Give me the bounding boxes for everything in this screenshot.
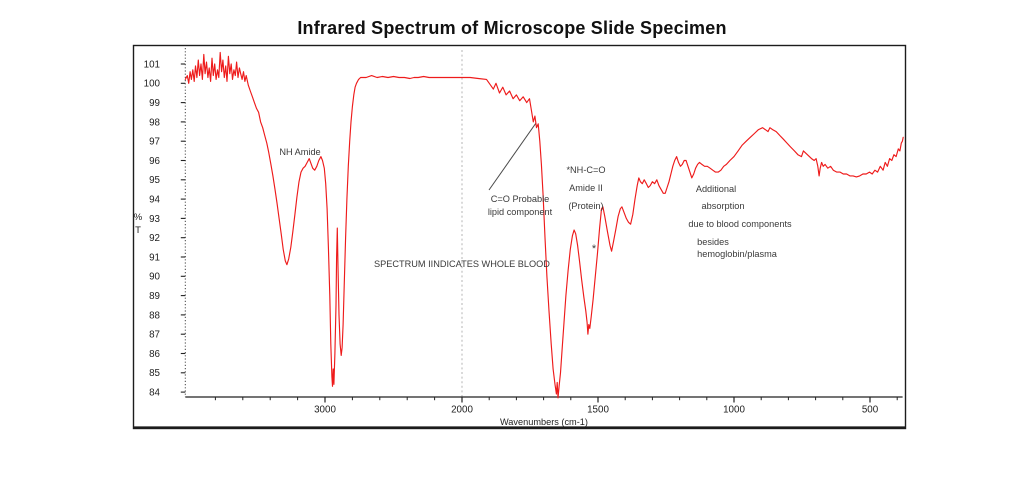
plot-frame <box>132 44 907 430</box>
y-tick-label: 96 <box>149 156 160 167</box>
y-tick-label: 92 <box>149 233 160 244</box>
y-tick-label: 99 <box>149 98 160 109</box>
annotation-co-lipid: lipid component <box>488 207 553 217</box>
annotation-amide-ii: Amide II <box>569 183 603 193</box>
annotation-additional-line4: besides <box>697 237 729 247</box>
spectrum-trace <box>184 51 904 399</box>
y-tick-label: 91 <box>149 252 160 263</box>
annotation-additional-line3: due to blood components <box>688 219 792 229</box>
annotation-leader-line <box>488 122 537 191</box>
y-tick-label: 98 <box>149 117 160 128</box>
annotation-co-lipid: C=O Probable <box>491 194 549 204</box>
y-tick-label: 84 <box>149 388 160 399</box>
y-tick-label: 85 <box>149 368 160 379</box>
x-tick-label: 3000 <box>314 405 336 416</box>
annotation-asterisk-marker: * <box>592 243 597 255</box>
y-tick-label: 94 <box>149 195 160 206</box>
annotation-additional-line1: Additional <box>696 184 736 194</box>
y-tick-label: 90 <box>149 272 160 283</box>
annotation-amide-ii: (Protein) <box>568 201 603 211</box>
y-tick-label: 89 <box>149 291 160 302</box>
y-tick-label: 87 <box>149 330 160 341</box>
x-tick-label: 1000 <box>723 405 745 416</box>
x-tick-label: 2000 <box>451 405 473 416</box>
annotation-additional-line2: absorption <box>702 201 745 211</box>
x-tick-label: 500 <box>862 405 879 416</box>
y-tick-label: 93 <box>149 214 160 225</box>
annotation-additional-line5: hemoglobin/plasma <box>697 249 778 259</box>
y-axis-title: % <box>134 212 143 223</box>
y-tick-label: 97 <box>149 137 160 148</box>
y-tick-label: 88 <box>149 310 160 321</box>
y-axis-title: T <box>135 225 141 236</box>
annotation-nh-amide: NH Amide <box>279 147 320 157</box>
y-tick-label: 101 <box>144 59 160 70</box>
annotation-amide-ii: *NH-C=O <box>566 165 605 175</box>
y-tick-label: 95 <box>149 175 160 186</box>
y-tick-label: 86 <box>149 349 160 360</box>
x-axis-title: Wavenumbers (cm-1) <box>500 417 588 427</box>
annotation-whole-blood: SPECTRUM IINDICATES WHOLE BLOOD <box>374 259 550 269</box>
y-tick-label: 100 <box>144 79 161 90</box>
x-tick-label: 1500 <box>587 405 609 416</box>
chart-title: Infrared Spectrum of Microscope Slide Sp… <box>297 18 727 38</box>
